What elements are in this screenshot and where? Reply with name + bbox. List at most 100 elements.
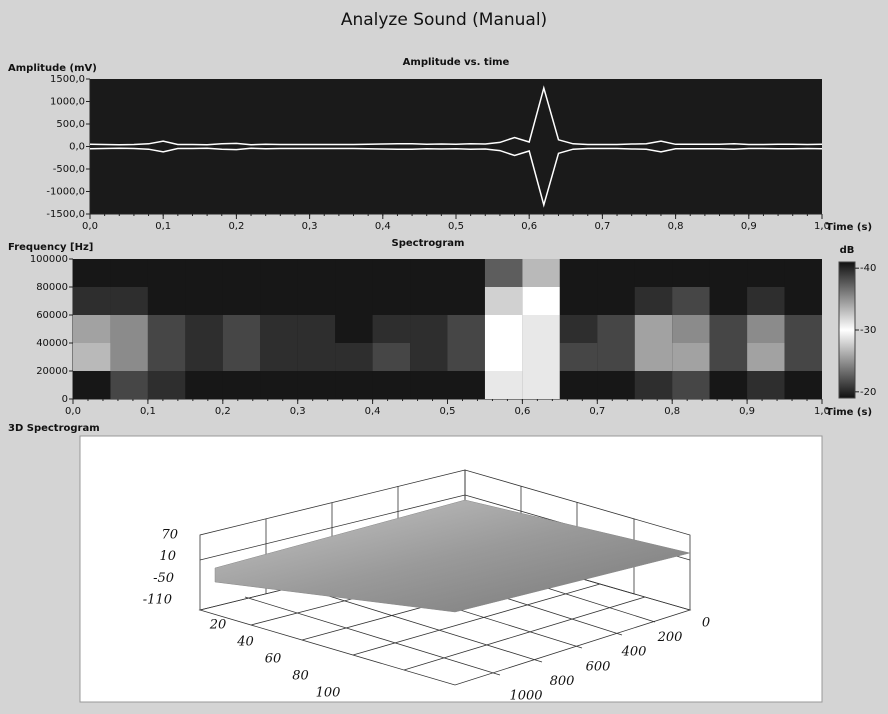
spectrogram-cell xyxy=(484,315,523,343)
x-tick-label: 0,6 xyxy=(521,221,537,232)
spectrogram-cell xyxy=(784,371,822,399)
x-tick-label: 0,9 xyxy=(739,406,755,417)
spectrogram-cell xyxy=(222,287,261,315)
spectrogram-cell xyxy=(597,343,635,371)
spectrogram-cell xyxy=(522,287,560,315)
colorbar-tick-label: -20 xyxy=(860,387,876,398)
x-tick-label: 1,0 xyxy=(814,221,830,232)
spectrogram-cell xyxy=(747,371,785,399)
x-tick-label: 200 xyxy=(657,630,683,645)
spectrogram-cell xyxy=(410,287,448,315)
x-tick-label: 0,1 xyxy=(140,406,156,417)
z-tick-label: 10 xyxy=(159,549,176,564)
colorbar-tick-label: -40 xyxy=(860,263,876,274)
spectrogram-cell xyxy=(185,287,223,315)
spectrogram-cell xyxy=(709,315,748,343)
spectrogram-cell xyxy=(260,343,298,371)
spectrogram-cell xyxy=(73,343,111,371)
window-title: Analyze Sound (Manual) xyxy=(341,10,547,30)
spectrogram-cell xyxy=(634,287,673,315)
colorbar-label: dB xyxy=(840,245,855,256)
spectrogram-cell xyxy=(372,287,411,315)
spectrogram-cell xyxy=(260,371,298,399)
spectrogram-cell xyxy=(110,287,148,315)
spectrogram-cell xyxy=(110,371,148,399)
spectrogram-cell xyxy=(747,343,785,371)
y-tick-label: 1000,0 xyxy=(50,97,85,108)
spectrogram-cell xyxy=(185,315,223,343)
spectrogram-cell xyxy=(784,315,822,343)
spectrogram-cell xyxy=(709,259,748,287)
spectrogram-cell xyxy=(185,343,223,371)
x-axis-label: Time (s) xyxy=(826,222,872,233)
y-tick-label: 60000 xyxy=(36,310,68,321)
chart-title: Amplitude vs. time xyxy=(403,57,510,68)
spectrogram-cell xyxy=(447,315,485,343)
spectrogram-cell xyxy=(559,259,598,287)
x-tick-label: 0,2 xyxy=(215,406,231,417)
x-tick-label: 0,1 xyxy=(155,221,171,232)
plot-area xyxy=(90,79,822,214)
x-tick-label: 600 xyxy=(586,659,611,674)
spectrogram-cell xyxy=(297,371,336,399)
x-tick-label: 0,7 xyxy=(589,406,605,417)
spectrogram-cell xyxy=(260,259,298,287)
spectrogram-cell xyxy=(147,287,186,315)
waveform xyxy=(89,147,823,208)
spectrogram-cell xyxy=(672,259,710,287)
y-tick-label: -500,0 xyxy=(53,164,85,175)
spectrogram-cell xyxy=(522,371,560,399)
spectrogram-cell xyxy=(709,287,748,315)
spectrogram-cell xyxy=(672,371,710,399)
spectrogram-cell xyxy=(634,371,673,399)
spectrogram-cell xyxy=(484,371,523,399)
x-tick-label: 0,3 xyxy=(290,406,306,417)
spectrogram-cell xyxy=(709,371,748,399)
spectrogram-cell xyxy=(335,371,373,399)
spectrogram-cell xyxy=(447,259,485,287)
x-tick-label: 0,4 xyxy=(375,221,391,232)
spectrogram-cell xyxy=(597,259,635,287)
spectrogram-cell xyxy=(410,371,448,399)
y-tick-label: 20 xyxy=(209,618,227,633)
spectrogram-cell xyxy=(185,371,223,399)
spectrogram-cell xyxy=(110,343,148,371)
spectrogram-cell xyxy=(747,287,785,315)
y-tick-label: -1500,0 xyxy=(46,209,85,220)
spectrogram-cell xyxy=(410,343,448,371)
spectrogram-cell xyxy=(484,287,523,315)
x-tick-label: 1000 xyxy=(509,689,542,704)
spectrogram-cell xyxy=(597,315,635,343)
spectrogram-cell xyxy=(447,287,485,315)
spectrogram-cell xyxy=(260,287,298,315)
x-axis-label: Time (s) xyxy=(826,407,872,418)
spectrogram-cell xyxy=(522,343,560,371)
spectrogram-cell xyxy=(597,371,635,399)
spectrogram-cell xyxy=(410,259,448,287)
spectrogram-cell xyxy=(222,315,261,343)
x-tick-label: 0,7 xyxy=(594,221,610,232)
spectrogram-cell xyxy=(784,343,822,371)
x-tick-label: 800 xyxy=(550,674,575,689)
spectrogram-cell xyxy=(747,259,785,287)
spectrogram-cell xyxy=(447,371,485,399)
spectrogram-cell xyxy=(672,315,710,343)
spectrogram-cell xyxy=(372,259,411,287)
spectrogram-cell xyxy=(297,287,336,315)
spectrogram-cell xyxy=(147,343,186,371)
spectrogram-cell xyxy=(634,259,673,287)
x-tick-label: 0,5 xyxy=(448,221,464,232)
spectrogram-cell xyxy=(222,371,261,399)
spectrogram-cell xyxy=(73,259,111,287)
spectrogram-cell xyxy=(672,343,710,371)
spectrogram-cell xyxy=(410,315,448,343)
spectrogram-cell xyxy=(222,343,261,371)
spectrogram-cell xyxy=(260,315,298,343)
z-tick-label: -110 xyxy=(143,593,172,608)
x-tick-label: 0,0 xyxy=(82,221,98,232)
spectrogram-cell xyxy=(372,315,411,343)
spectrogram-cell xyxy=(185,259,223,287)
y-tick-label: 80 xyxy=(292,669,309,684)
y-axis-label: Amplitude (mV) xyxy=(8,63,97,74)
